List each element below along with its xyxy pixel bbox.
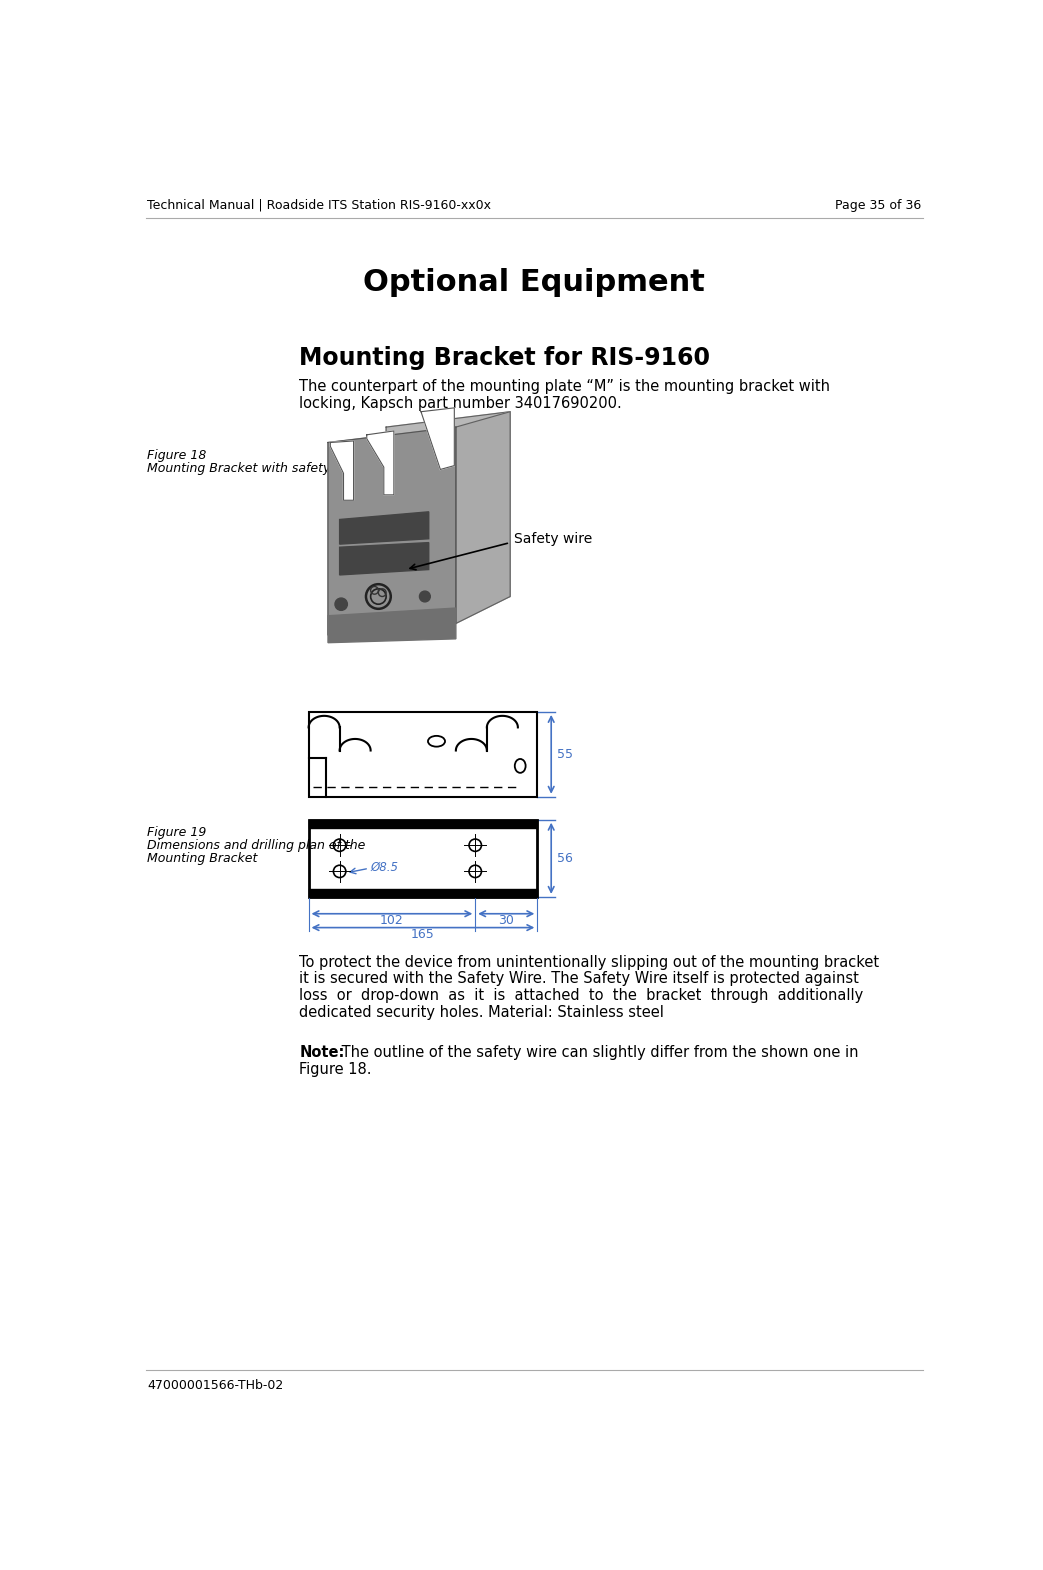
Text: Technical Manual | Roadside ITS Station RIS-9160-xx0x: Technical Manual | Roadside ITS Station …	[147, 199, 491, 212]
Polygon shape	[456, 411, 510, 623]
Text: Optional Equipment: Optional Equipment	[363, 268, 705, 297]
Text: Ø8.5: Ø8.5	[370, 860, 398, 874]
Text: Figure 18.: Figure 18.	[299, 1061, 371, 1077]
Polygon shape	[340, 543, 429, 575]
Text: To protect the device from unintentionally slipping out of the mounting bracket: To protect the device from unintentional…	[299, 955, 879, 970]
Text: Mounting Bracket with safety wire: Mounting Bracket with safety wire	[147, 462, 362, 474]
Text: The counterpart of the mounting plate “M” is the mounting bracket with: The counterpart of the mounting plate “M…	[299, 380, 830, 394]
Text: Mounting Bracket for RIS-9160: Mounting Bracket for RIS-9160	[299, 347, 710, 371]
Text: Dimensions and drilling plan of the: Dimensions and drilling plan of the	[147, 838, 366, 853]
Text: Figure 19: Figure 19	[147, 826, 207, 838]
Text: 56: 56	[557, 853, 574, 865]
Polygon shape	[309, 889, 537, 896]
Text: 102: 102	[380, 914, 404, 928]
Text: Mounting Bracket: Mounting Bracket	[147, 853, 258, 865]
Circle shape	[419, 592, 431, 601]
Text: Page 35 of 36: Page 35 of 36	[835, 199, 922, 212]
Text: loss  or  drop-down  as  it  is  attached  to  the  bracket  through  additional: loss or drop-down as it is attached to t…	[299, 989, 864, 1003]
Text: 30: 30	[499, 914, 514, 928]
Text: dedicated security holes. Material: Stainless steel: dedicated security holes. Material: Stai…	[299, 1005, 664, 1021]
Text: 55: 55	[557, 747, 574, 761]
Polygon shape	[340, 512, 429, 545]
Bar	[309, 713, 537, 796]
Polygon shape	[309, 820, 537, 827]
Text: 165: 165	[411, 928, 435, 940]
Text: Safety wire: Safety wire	[514, 532, 592, 546]
Text: it is secured with the Safety Wire. The Safety Wire itself is protected against: it is secured with the Safety Wire. The …	[299, 972, 859, 986]
Polygon shape	[331, 441, 354, 501]
Polygon shape	[328, 427, 456, 634]
Text: Note:: Note:	[299, 1044, 344, 1060]
Text: The outline of the safety wire can slightly differ from the shown one in: The outline of the safety wire can sligh…	[337, 1044, 858, 1060]
Polygon shape	[421, 408, 455, 469]
Text: 47000001566-THb-02: 47000001566-THb-02	[147, 1380, 284, 1393]
Polygon shape	[386, 411, 510, 615]
Bar	[309, 820, 537, 896]
Polygon shape	[328, 608, 456, 642]
Text: Figure 18: Figure 18	[147, 449, 207, 462]
Circle shape	[335, 598, 347, 611]
Polygon shape	[367, 430, 394, 495]
Text: locking, Kapsch part number 34017690200.: locking, Kapsch part number 34017690200.	[299, 396, 622, 411]
